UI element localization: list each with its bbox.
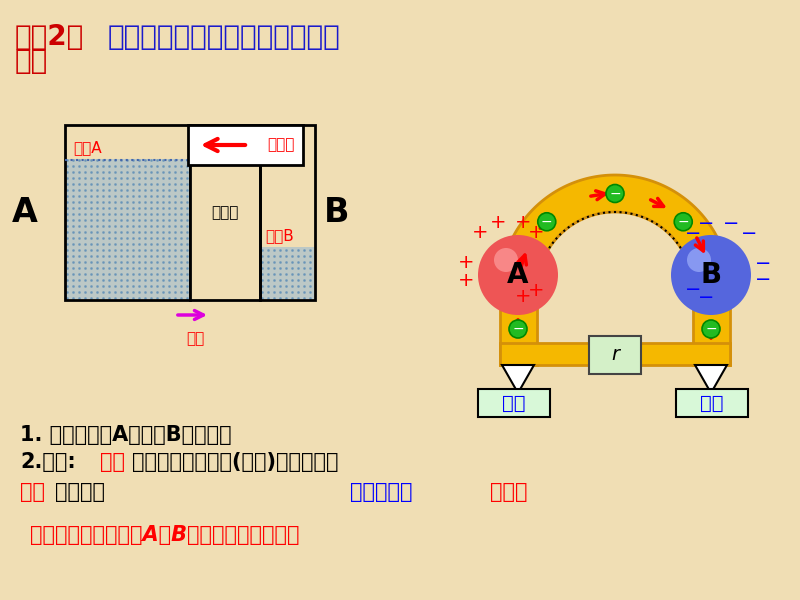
Text: 电源相当于: 电源相当于 <box>350 482 413 502</box>
Circle shape <box>494 248 518 272</box>
Text: −: − <box>741 223 757 242</box>
Text: −: − <box>685 223 701 242</box>
Text: −: − <box>512 322 524 336</box>
Text: 抽水机: 抽水机 <box>490 482 527 502</box>
Text: B: B <box>701 261 722 289</box>
Text: +: + <box>490 214 506 232</box>
Text: 负极: 负极 <box>700 394 724 413</box>
Text: B: B <box>324 196 350 229</box>
Text: 水势B: 水势B <box>265 228 294 243</box>
Circle shape <box>674 213 692 231</box>
Text: 问题2：: 问题2： <box>15 23 84 51</box>
Bar <box>676 389 748 417</box>
Bar <box>66 159 189 299</box>
Circle shape <box>702 320 720 338</box>
Text: −: − <box>755 271 771 289</box>
Text: −: − <box>685 280 701 299</box>
Text: A: A <box>507 261 529 289</box>
Text: −: − <box>698 214 714 232</box>
Bar <box>693 288 730 365</box>
Text: 这个装置就是电源。A、B就是电源的两个极。: 这个装置就是电源。A、B就是电源的两个极。 <box>30 525 299 545</box>
Text: +: + <box>514 287 531 307</box>
Text: 1. 能把电子从A搬运到B的装置。: 1. 能把电子从A搬运到B的装置。 <box>20 425 232 445</box>
Polygon shape <box>695 365 727 393</box>
Text: 导体中产生持续电流的条件是什: 导体中产生持续电流的条件是什 <box>108 23 341 51</box>
Text: r: r <box>611 346 619 364</box>
Bar <box>478 389 550 417</box>
Text: −: − <box>755 253 771 272</box>
Bar <box>261 247 314 299</box>
Text: −: − <box>723 214 739 232</box>
Circle shape <box>671 235 751 315</box>
Bar <box>190 125 260 300</box>
Text: 水流: 水流 <box>186 331 204 346</box>
Text: +: + <box>514 214 531 232</box>
Text: +: + <box>528 223 544 242</box>
Bar <box>500 288 537 365</box>
Text: 保持: 保持 <box>100 452 125 472</box>
Bar <box>65 125 190 300</box>
Circle shape <box>687 248 711 272</box>
Polygon shape <box>500 175 730 290</box>
Polygon shape <box>502 365 534 393</box>
Text: +: + <box>528 280 544 299</box>
Bar <box>589 336 641 374</box>
Circle shape <box>478 235 558 315</box>
Text: 水势A: 水势A <box>73 140 102 155</box>
Text: 的电流。: 的电流。 <box>55 482 105 502</box>
Text: 2.作用:: 2.作用: <box>20 452 76 472</box>
Text: −: − <box>609 187 621 200</box>
Text: +: + <box>472 223 488 242</box>
Bar <box>188 125 303 165</box>
Text: +: + <box>458 253 474 272</box>
Text: 么？: 么？ <box>15 47 48 75</box>
Text: 正极: 正极 <box>502 394 526 413</box>
Text: −: − <box>678 215 689 229</box>
Text: 抽水机: 抽水机 <box>268 137 295 152</box>
Circle shape <box>538 213 556 231</box>
Bar <box>260 125 315 300</box>
Circle shape <box>606 185 624 202</box>
Text: 导体两端的电势差(电压)，使电路有: 导体两端的电势差(电压)，使电路有 <box>132 452 338 472</box>
Text: A: A <box>12 196 38 229</box>
Text: +: + <box>458 271 474 289</box>
Circle shape <box>509 320 527 338</box>
Text: 持续: 持续 <box>20 482 45 502</box>
Bar <box>500 343 730 365</box>
Text: −: − <box>698 287 714 307</box>
Text: −: − <box>541 215 553 229</box>
Text: −: − <box>705 322 717 336</box>
Text: 连通器: 连通器 <box>211 205 238 220</box>
